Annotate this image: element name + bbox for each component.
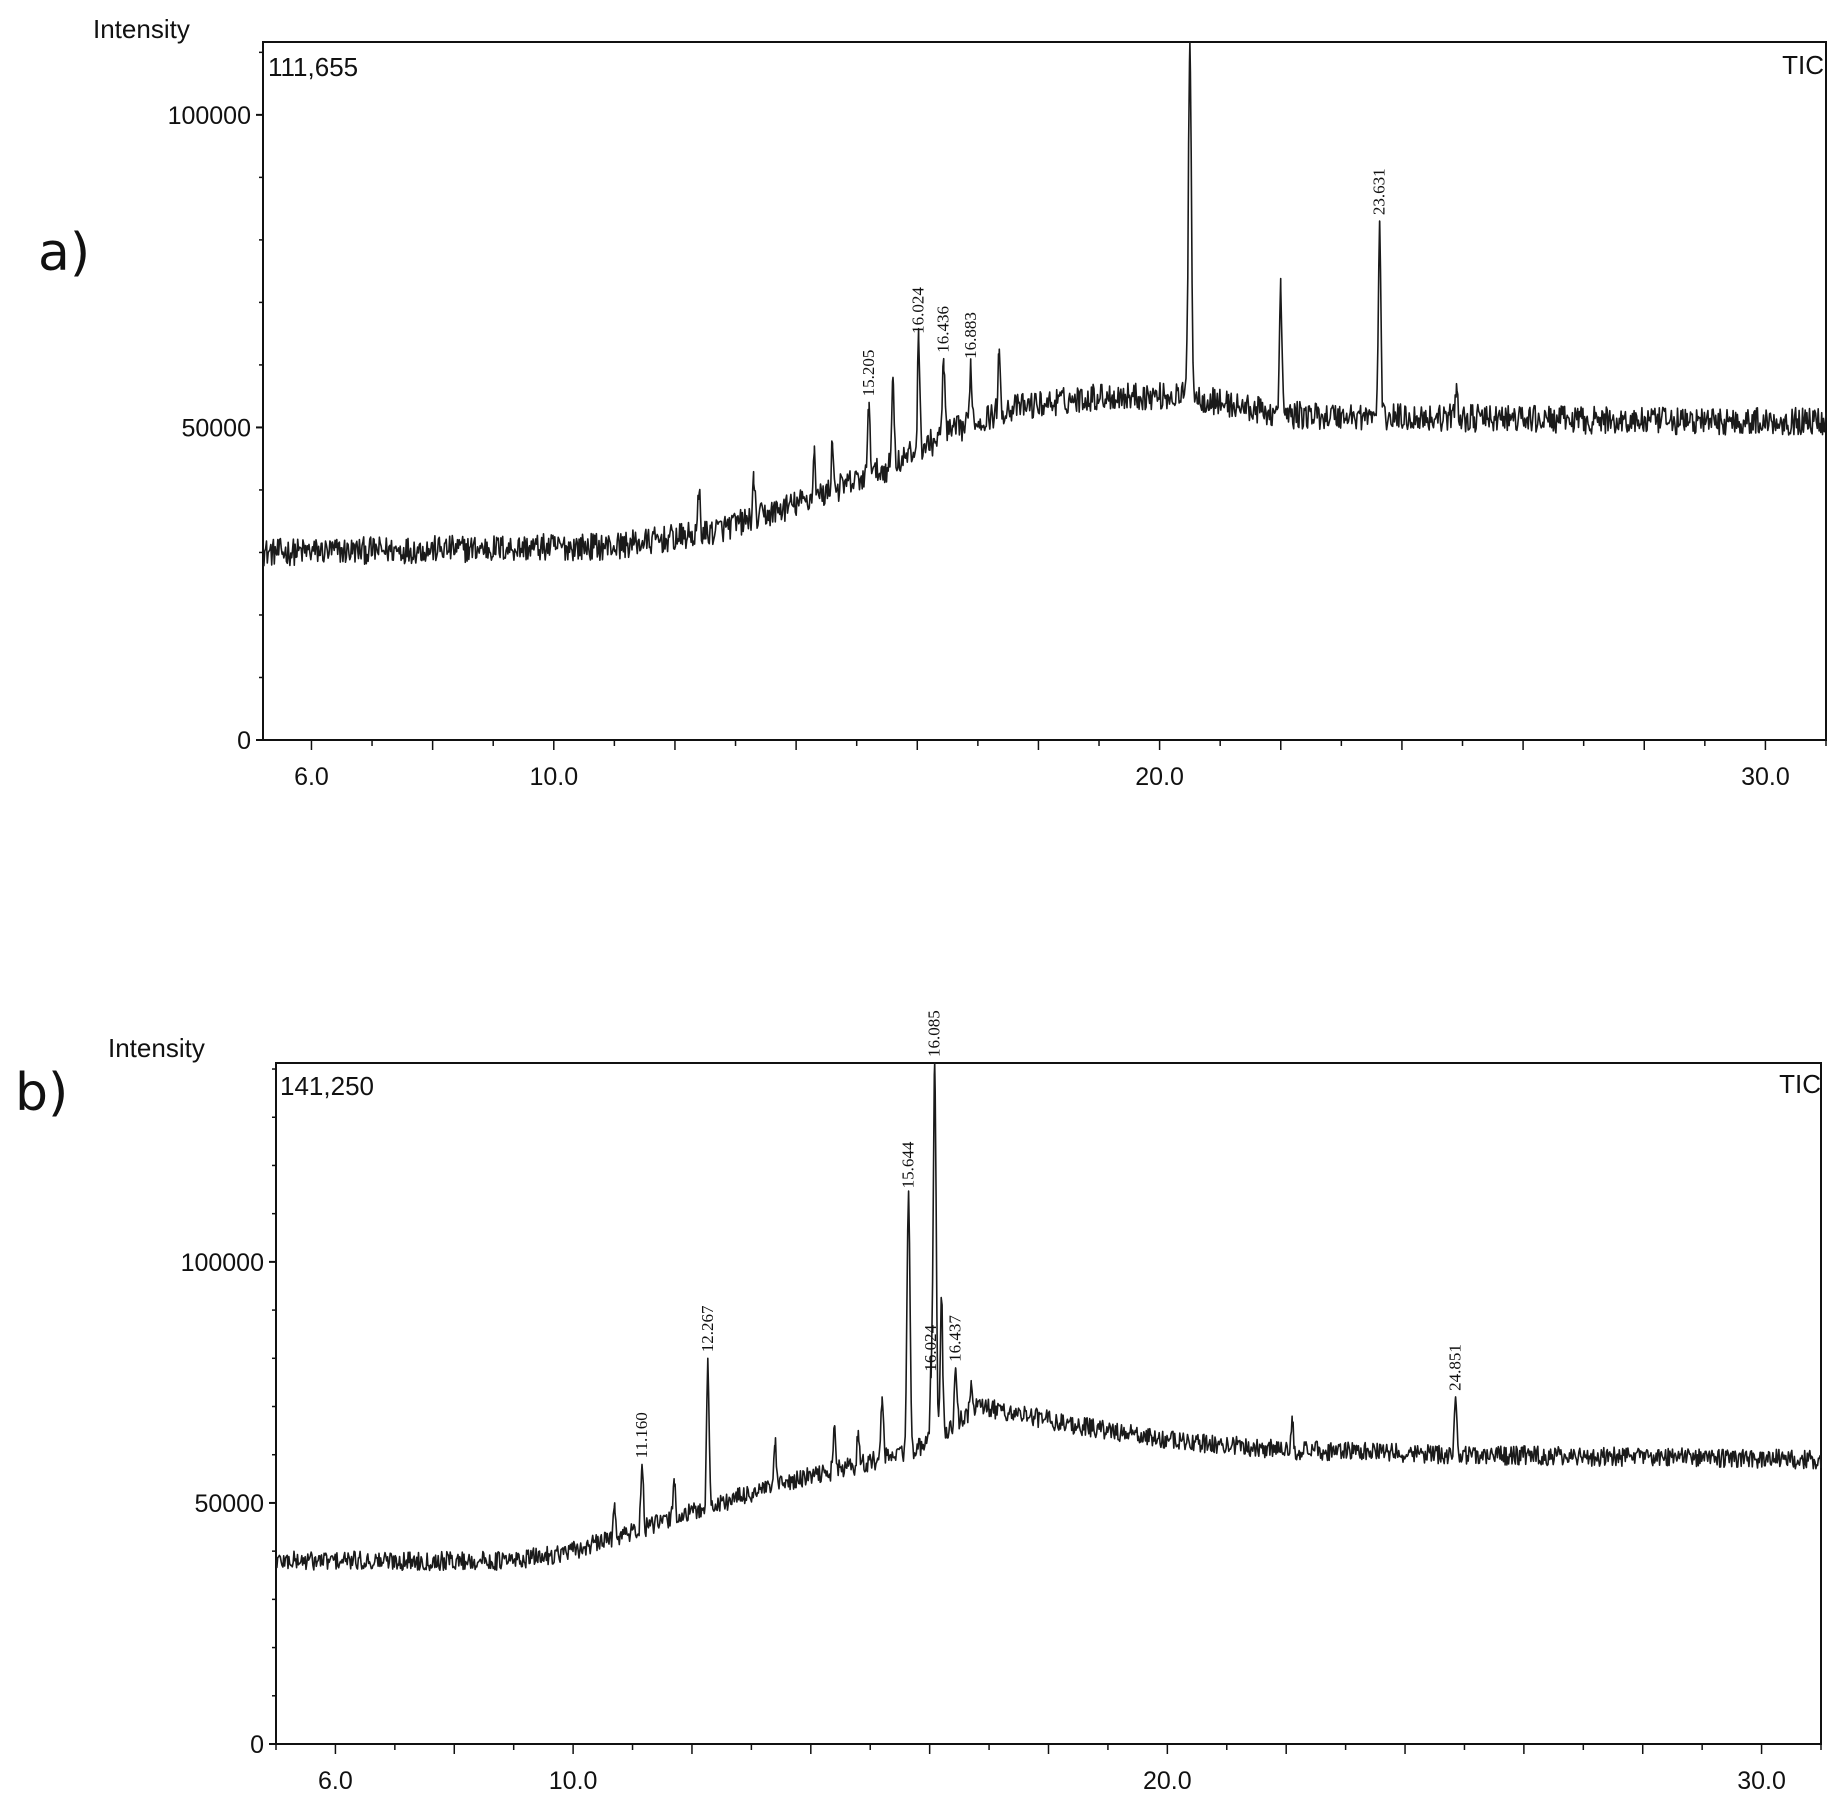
peak-retention-label: 16.085	[925, 1010, 944, 1057]
peak-retention-label: 16.437	[946, 1315, 965, 1362]
panel-b-trace	[275, 1062, 1822, 1572]
peak-retention-label: 23.631	[1370, 168, 1389, 215]
x-tick-label: 20.0	[1143, 1767, 1192, 1795]
panel-a-plot-frame	[262, 41, 1827, 741]
x-tick-label: 6.0	[318, 1767, 353, 1795]
x-tick-label: 30.0	[1741, 763, 1790, 791]
panel-a-y-axis: 0 50000 100000	[168, 51, 263, 755]
y-tick-label: 0	[250, 1731, 264, 1759]
panel-b-y-axis-title: Intensity	[108, 1033, 205, 1063]
panel-b-max-intensity: 141,250	[280, 1071, 374, 1101]
panel-b-letter: b)	[15, 1063, 68, 1123]
panel-a: a) Intensity 111,655 TIC 0 50000 100000 6.…	[38, 14, 1827, 791]
peak-retention-label: 16.024	[909, 287, 928, 334]
panel-a-max-intensity: 111,655	[268, 52, 358, 82]
peak-retention-label: 11.160	[632, 1412, 651, 1458]
panel-b-trace-label: TIC	[1779, 1069, 1821, 1099]
y-tick-label: 100000	[181, 1249, 264, 1277]
panel-b-plot-frame	[275, 1062, 1822, 1745]
peak-retention-label: 15.205	[859, 350, 878, 397]
panel-a-trace-label: TIC	[1782, 50, 1824, 80]
x-tick-label: 20.0	[1135, 763, 1184, 791]
tic-series-line	[275, 1062, 1822, 1572]
panel-b-peak-labels: 11.160 12.267 15.644 16.024 16.085 16.437 24.8…	[632, 1010, 1465, 1458]
y-tick-label: 50000	[181, 414, 251, 442]
peak-retention-label: 16.436	[934, 306, 953, 353]
x-tick-label: 10.0	[549, 1767, 598, 1795]
panel-a-letter: a)	[38, 223, 90, 283]
peak-retention-label: 12.267	[698, 1305, 717, 1352]
x-tick-label: 10.0	[529, 763, 578, 791]
panel-a-y-axis-title: Intensity	[93, 14, 190, 44]
peak-retention-label: 16.024	[921, 1324, 940, 1371]
peak-retention-label: 24.851	[1446, 1344, 1465, 1391]
panel-a-x-axis: 6.0 10.0 20.0 30.0	[294, 740, 1827, 791]
x-tick-label: 6.0	[294, 763, 329, 791]
panel-a-peak-labels: 15.205 16.024 16.436 16.883 23.631	[859, 168, 1389, 396]
y-tick-label: 0	[237, 727, 251, 755]
tic-series-line	[262, 41, 1827, 567]
panel-a-trace	[262, 41, 1827, 567]
peak-retention-label: 16.883	[961, 312, 980, 359]
panel-b-y-axis: 0 50000 100000	[181, 1068, 276, 1759]
panel-b-x-axis: 6.0 10.0 20.0 30.0	[275, 1744, 1822, 1795]
x-tick-label: 30.0	[1737, 1767, 1786, 1795]
panel-b: b) Intensity 141,250 TIC 0 50000 100000 6.…	[15, 1010, 1822, 1795]
y-tick-label: 100000	[168, 102, 251, 130]
peak-retention-label: 15.644	[899, 1141, 918, 1188]
y-tick-label: 50000	[194, 1490, 264, 1518]
